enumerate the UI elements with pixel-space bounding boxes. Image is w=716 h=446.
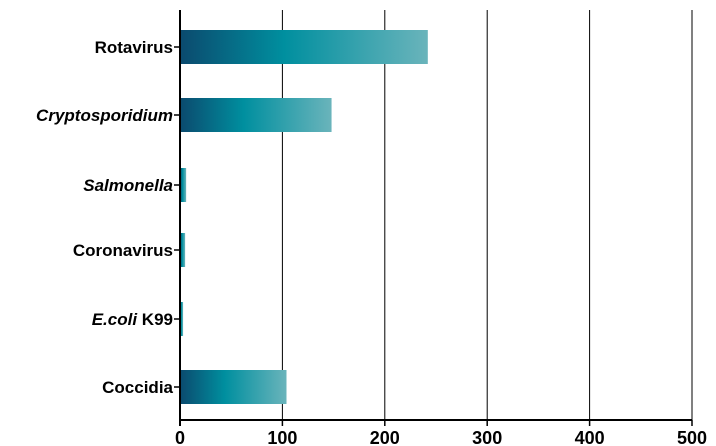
x-tick-label: 500 [677,428,707,446]
bar [180,370,286,404]
x-tick-label: 100 [267,428,297,446]
category-label: Rotavirus [95,38,173,57]
axes [174,10,692,426]
category-label: Salmonella [83,176,173,195]
category-label: E.coli K99 [92,310,173,329]
x-tick-labels: 0 100 200 300 400 500 [175,428,707,446]
x-tick-label: 400 [575,428,605,446]
x-tick-label: 200 [370,428,400,446]
category-label: Cryptosporidium [36,106,173,125]
bar [180,98,332,132]
gridlines [282,10,692,420]
x-tick-label: 300 [472,428,502,446]
bar [180,30,428,64]
category-label: Coccidia [102,378,173,397]
x-tick-label: 0 [175,428,185,446]
category-label: Coronavirus [73,241,173,260]
category-labels: Rotavirus Cryptosporidium Salmonella Corona… [36,38,173,397]
bars [180,30,428,404]
